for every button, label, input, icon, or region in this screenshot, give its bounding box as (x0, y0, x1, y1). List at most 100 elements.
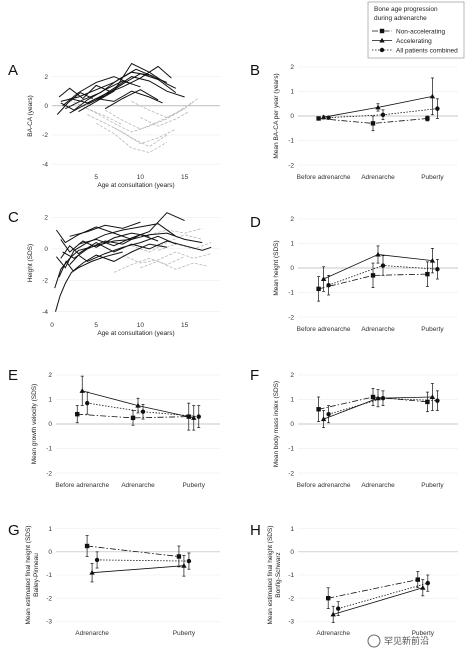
x-category-label: Puberty (183, 482, 206, 489)
x-category-label: Before adrenarche (297, 326, 351, 333)
x-category-label: Puberty (421, 326, 444, 333)
data-point-circle (326, 282, 331, 288)
y-axis-label: Mean estimated final height (SDS)Bailey-… (25, 526, 40, 625)
legend-marker-circle (379, 47, 385, 53)
panel-letter-A: A (8, 62, 18, 79)
x-tick-label: 0 (50, 322, 54, 329)
trajectory-line-non-accelerating (69, 99, 123, 126)
data-point-triangle (135, 402, 141, 408)
data-point-triangle (181, 562, 187, 568)
y-tick-label: -2 (46, 595, 52, 602)
trajectory-line-non-accelerating (87, 114, 176, 145)
trajectory-line-accelerating (78, 212, 185, 247)
y-tick-label: 0 (290, 113, 294, 120)
data-point-triangle (429, 93, 436, 99)
y-axis-label-line: Bailey-Pinneau (33, 553, 40, 597)
x-category-label: Before adrenarche (297, 174, 351, 181)
data-point-square (326, 595, 331, 601)
data-point-circle (380, 263, 386, 268)
legend-label-0: Non-accelerating (396, 28, 446, 35)
y-tick-label: -4 (42, 309, 48, 316)
x-tick-label: 15 (181, 174, 189, 181)
x-tick-label: 5 (94, 174, 98, 181)
legend-marker-triangle (379, 37, 385, 43)
data-point-circle (435, 398, 440, 403)
data-point-triangle (320, 114, 327, 120)
y-axis-label-line: Height (SDS) (27, 244, 34, 282)
y-tick-label: 0 (44, 103, 48, 110)
y-tick-label: 1 (290, 397, 294, 404)
panel-G: G -3 -2 -1 0 1 Mean estimated final height (SD… (8, 522, 220, 637)
y-tick-label: -2 (42, 277, 48, 284)
data-point-square (425, 116, 430, 121)
data-point-square (75, 411, 80, 417)
data-point-circle (196, 414, 201, 419)
trajectory-line-non-accelerating (96, 122, 168, 153)
y-tick-label: 2 (44, 74, 48, 81)
y-tick-label: 0 (290, 549, 294, 556)
y-axis-label: Mean height (SDS) (273, 240, 280, 295)
panel-letter-E: E (8, 367, 18, 384)
trajectory-line-accelerating (69, 90, 163, 114)
y-tick-label: -1 (288, 572, 294, 579)
data-point-circle (425, 580, 430, 586)
series-line (328, 397, 438, 415)
trajectory-line-accelerating (69, 235, 177, 265)
x-tick-label: 10 (137, 322, 145, 329)
y-tick-label: -2 (42, 132, 48, 139)
y-tick-label: 2 (290, 64, 294, 71)
y-tick-label: 1 (290, 526, 294, 533)
y-tick-label: 1 (48, 526, 52, 533)
y-tick-label: 2 (290, 216, 294, 223)
trajectory-line-accelerating (55, 251, 123, 312)
trajectory-line-accelerating (95, 76, 185, 101)
panel-letter-G: G (8, 522, 20, 539)
trajectory-line-accelerating (60, 240, 212, 259)
data-point-circle (435, 267, 440, 272)
data-point-circle (435, 106, 440, 111)
data-point-triangle (79, 388, 85, 393)
data-point-square (84, 543, 90, 549)
panel-letter-D: D (250, 214, 261, 231)
data-point-circle (186, 558, 192, 564)
trajectory-line-accelerating (87, 73, 177, 105)
x-tick-label: 15 (181, 322, 189, 329)
trajectory-line-non-accelerating (113, 127, 168, 148)
data-point-triangle (429, 257, 436, 263)
data-point-circle (94, 557, 100, 563)
data-point-triangle (191, 415, 197, 420)
y-axis-label-line: Mean height (SDS) (273, 240, 280, 295)
data-point-triangle (420, 584, 426, 590)
trajectory-line-non-accelerating (122, 251, 212, 264)
gridlines (298, 528, 458, 622)
y-axis-label-line: BA-CA (years) (27, 95, 34, 137)
data-point-triangle (429, 394, 436, 399)
y-axis-label: Mean growth velocity (SDS) (31, 384, 38, 465)
series-line (97, 559, 189, 562)
data-point-square (370, 121, 376, 126)
y-tick-label: -2 (288, 162, 294, 169)
data-point-triangle (375, 251, 381, 257)
x-category-label: Adrenarche (361, 326, 395, 333)
y-tick-label: 0 (290, 421, 294, 428)
series-line (328, 579, 418, 599)
x-category-label: Before adrenarche (297, 482, 351, 489)
y-tick-label: 0 (290, 265, 294, 272)
data-point-square (425, 399, 430, 405)
legend-label-2: All patients combined (396, 47, 458, 54)
trajectory-line-non-accelerating (149, 228, 203, 236)
trajectory-line-accelerating (56, 92, 93, 115)
gridlines (56, 528, 220, 622)
x-category-label: Puberty (421, 482, 444, 489)
data-point-circle (380, 112, 386, 117)
y-tick-label: 1 (48, 397, 52, 404)
x-category-label: Adrenarche (361, 482, 395, 489)
x-category-label: Adrenarche (75, 630, 109, 637)
y-axis-label: Mean body mass index (SDS) (273, 381, 280, 467)
trajectory-line-accelerating (62, 234, 159, 259)
y-tick-label: -3 (288, 619, 294, 626)
data-point-triangle (89, 569, 95, 575)
series-line (333, 587, 423, 615)
x-category-label: Puberty (173, 630, 196, 637)
data-point-triangle (320, 416, 327, 422)
